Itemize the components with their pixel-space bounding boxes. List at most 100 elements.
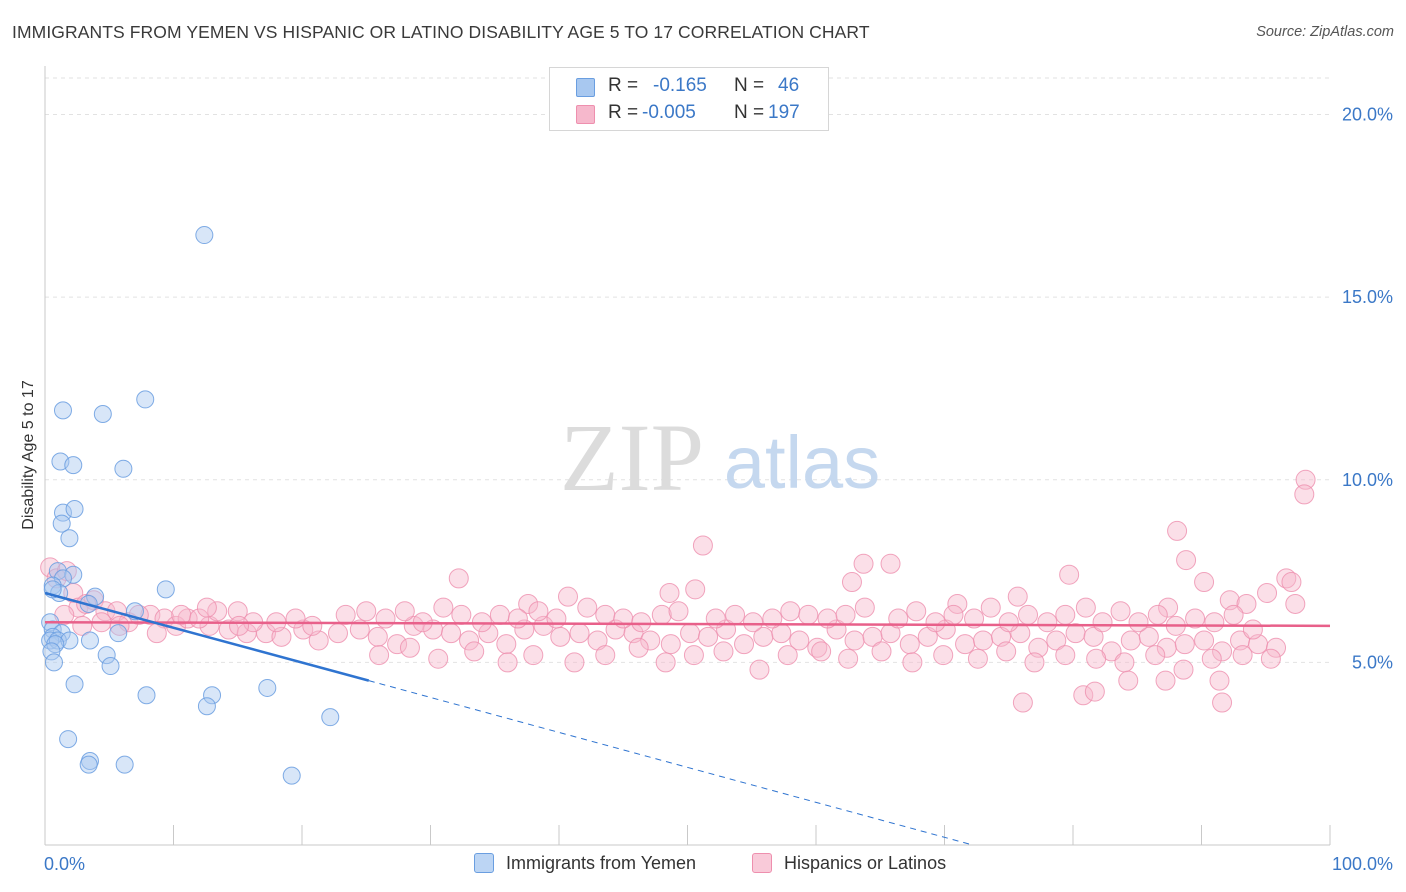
hispanics-point <box>906 601 927 622</box>
watermark-atlas: atlas <box>724 421 880 504</box>
hispanics-point <box>1055 604 1076 625</box>
y-tick-label: 20.0% <box>1342 105 1393 125</box>
hispanics-point <box>1092 612 1113 633</box>
hispanics-point <box>998 612 1019 633</box>
hispanics-point <box>1194 572 1215 593</box>
yemen-point <box>137 686 156 705</box>
hispanics-point <box>546 608 567 629</box>
hispanics-point <box>1185 608 1206 629</box>
hispanics-point <box>1145 645 1166 666</box>
hispanics-point <box>1204 612 1225 633</box>
hispanics-point <box>613 608 634 629</box>
hispanics-point <box>448 568 469 589</box>
correlation-legend: R = -0.165 N = 46 R = -0.005 N = 197 <box>549 67 829 131</box>
legend-n-label: N = <box>734 102 765 123</box>
hispanics-point <box>1174 634 1195 655</box>
hispanics-point <box>1242 619 1263 640</box>
hispanics-point <box>1018 604 1039 625</box>
hispanics-point <box>1110 601 1131 622</box>
yemen-point <box>109 624 128 643</box>
hispanics-point <box>335 604 356 625</box>
hispanics-point <box>489 604 510 625</box>
yemen-point <box>42 642 61 661</box>
yemen-trend-extension <box>368 680 973 846</box>
hispanics-point <box>349 619 370 640</box>
yemen-point <box>60 631 79 650</box>
hispanics-point <box>375 608 396 629</box>
hispanics-point <box>518 593 539 614</box>
hispanics-point <box>569 623 590 644</box>
hispanics-point <box>1024 652 1045 673</box>
hispanics-point <box>1201 648 1222 669</box>
hispanics-point <box>967 648 988 669</box>
hispanics-point <box>789 630 810 651</box>
hispanics-point <box>464 641 485 662</box>
x-tick-labels: 0.0% 100.0% <box>44 854 1393 874</box>
hispanics-point <box>660 634 681 655</box>
hispanics-point <box>1037 612 1058 633</box>
hispanics-point <box>1114 652 1135 673</box>
hispanics-point <box>459 630 480 651</box>
hispanics-point <box>925 612 946 633</box>
hispanics-point <box>973 630 994 651</box>
yemen-point <box>65 675 84 694</box>
watermark: ZIP atlas <box>560 404 880 511</box>
yemen-point <box>195 226 214 245</box>
hispanics-point <box>367 626 388 647</box>
hispanics-point <box>734 634 755 655</box>
hispanics-point <box>1295 469 1316 490</box>
hispanics-point <box>327 623 348 644</box>
hispanics-point <box>146 623 167 644</box>
hispanics-point <box>854 597 875 618</box>
hispanics-point <box>943 604 964 625</box>
hispanics-point <box>888 608 909 629</box>
yemen-point <box>65 499 84 518</box>
hispanics-point <box>229 615 250 636</box>
yemen-swatch <box>576 78 595 97</box>
yemen-point <box>64 456 83 475</box>
hispanics-point <box>713 641 734 662</box>
legend-r-value: -0.165 <box>653 75 707 96</box>
yemen-series <box>41 226 340 785</box>
hispanics-point <box>387 634 408 655</box>
hispanics-point <box>1055 645 1076 666</box>
hispanics-point <box>655 652 676 673</box>
hispanics-point <box>1075 597 1096 618</box>
yemen-point <box>321 708 340 727</box>
hispanics-point <box>683 645 704 666</box>
yemen-point <box>282 766 301 785</box>
hispanics-point <box>798 604 819 625</box>
yemen-point <box>203 686 222 705</box>
yemen-point <box>101 657 120 676</box>
hispanics-point <box>528 601 549 622</box>
x-tick-label: 0.0% <box>44 854 85 874</box>
yemen-point <box>53 569 72 588</box>
hispanics-point <box>651 604 672 625</box>
hispanics-point <box>631 612 652 633</box>
hispanics-point <box>1232 645 1253 666</box>
hispanics-point <box>369 645 390 666</box>
grid-lines <box>45 77 1330 663</box>
yemen-point <box>64 565 83 584</box>
hispanics-legend-label: Hispanics or Latinos <box>784 853 947 873</box>
yemen-point <box>52 514 71 533</box>
hispanics-point <box>523 645 544 666</box>
hispanics-point <box>1212 692 1233 713</box>
hispanics-point <box>628 637 649 658</box>
hispanics-point <box>1158 597 1179 618</box>
yemen-trend-line <box>44 591 370 682</box>
hispanics-point <box>853 553 874 574</box>
hispanics-point <box>1073 685 1094 706</box>
hispanics-point <box>1012 692 1033 713</box>
yemen-point <box>97 646 116 665</box>
hispanics-point <box>1084 681 1105 702</box>
hispanics-point <box>1223 604 1244 625</box>
hispanics-point <box>1194 630 1215 651</box>
hispanics-point <box>428 648 449 669</box>
hispanics-point <box>1083 626 1104 647</box>
hispanics-point <box>1281 572 1302 593</box>
y-tick-label: 15.0% <box>1342 287 1393 307</box>
x-tick-label: 100.0% <box>1332 854 1393 874</box>
hispanics-point <box>996 641 1017 662</box>
